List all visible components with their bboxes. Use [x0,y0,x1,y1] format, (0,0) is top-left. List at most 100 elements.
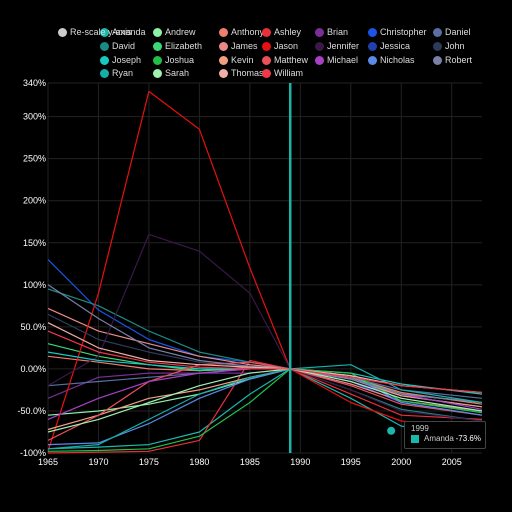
legend-item-amanda[interactable]: Amanda [100,26,146,38]
legend-item-robert[interactable]: Robert [433,54,472,66]
series-line-jason [47,90,483,452]
legend-dot-icon [219,68,228,78]
legend-dot-icon [219,55,228,65]
y-tick-label: 150% [23,238,46,248]
legend-item-kevin[interactable]: Kevin [219,54,254,66]
legend-label: Jessica [380,41,411,51]
legend-item-andrew[interactable]: Andrew [153,26,196,38]
legend-item-jennifer[interactable]: Jennifer [315,40,359,52]
y-tick-label: -50.0% [17,406,46,416]
series-line-thomas [47,322,483,394]
legend: Amanda David Joseph Ryan Andrew Elizabeth Josh… [0,0,512,80]
y-tick-label: 340% [23,78,46,88]
legend-label: James [231,41,258,51]
x-tick-label: 1975 [139,457,159,467]
legend-dot-icon [433,55,442,65]
series-line-matthew [47,361,483,441]
tooltip-series-name: Amanda [424,434,454,443]
legend-dot-icon [315,27,324,37]
legend-label: Daniel [445,27,471,37]
legend-item-thomas[interactable]: Thomas [219,67,264,79]
legend-item-brian[interactable]: Brian [315,26,348,38]
legend-label: Joshua [165,55,195,65]
legend-dot-icon [100,55,109,65]
legend-dot-icon [262,68,271,78]
legend-item-christopher[interactable]: Christopher [368,26,427,38]
legend-label: Robert [445,55,473,65]
legend-dot-icon [262,41,271,51]
legend-item-anthony[interactable]: Anthony [219,26,264,38]
legend-label: Brian [327,27,349,37]
y-tick-label: 100% [23,280,46,290]
legend-dot-icon [153,41,162,51]
legend-item-joshua[interactable]: Joshua [153,54,194,66]
legend-dot-icon [100,41,109,51]
tooltip: 1999 Amanda -73.6% [404,421,486,449]
legend-item-ryan[interactable]: Ryan [100,67,133,79]
legend-dot-icon [153,68,162,78]
rescale-label: Re-scale y-axis [70,27,132,37]
rescale-y-axis-button[interactable]: Re-scale y-axis [58,26,132,38]
legend-item-jessica[interactable]: Jessica [368,40,410,52]
legend-label: Amanda [112,27,146,37]
legend-dot-icon [315,55,324,65]
legend-item-matthew[interactable]: Matthew [262,54,308,66]
legend-label: Andrew [165,27,196,37]
legend-item-daniel[interactable]: Daniel [433,26,471,38]
legend-item-ashley[interactable]: Ashley [262,26,301,38]
legend-item-nicholas[interactable]: Nicholas [368,54,415,66]
legend-label: Sarah [165,68,190,78]
legend-label: Ryan [112,68,134,78]
legend-label: John [445,41,465,51]
x-tick-label: 2005 [442,457,462,467]
legend-label: Anthony [231,27,265,37]
series-line-ryan [47,364,483,450]
legend-dot-icon [262,55,271,65]
tooltip-swatch [411,435,419,443]
legend-dot-icon [262,27,271,37]
legend-dot-icon [100,68,109,78]
legend-label: Michael [327,55,359,65]
legend-dot-icon [219,27,228,37]
y-tick-label: 0.00% [20,364,46,374]
series-line-jennifer [47,233,483,422]
legend-dot-icon [368,41,377,51]
legend-dot-icon [368,27,377,37]
legend-dot-icon [153,55,162,65]
legend-item-john[interactable]: John [433,40,465,52]
legend-item-michael[interactable]: Michael [315,54,358,66]
x-tick-label: 2000 [391,457,411,467]
y-tick-label: 250% [23,154,46,164]
legend-label: Ashley [274,27,302,37]
legend-label: Thomas [231,68,264,78]
y-tick-label: 300% [23,112,46,122]
legend-item-james[interactable]: James [219,40,258,52]
y-tick-label: 200% [23,196,46,206]
x-tick-label: 1980 [189,457,209,467]
x-tick-label: 1965 [38,457,58,467]
x-tick-label: 1985 [240,457,260,467]
series-line-amanda [47,368,483,450]
legend-item-elizabeth[interactable]: Elizabeth [153,40,202,52]
series-line-william [47,330,483,394]
tooltip-point [387,426,396,435]
legend-item-william[interactable]: William [262,67,303,79]
legend-dot-icon [100,27,109,37]
legend-label: Matthew [274,55,309,65]
series-line-joshua [47,368,483,452]
legend-dot-icon [153,27,162,37]
legend-item-david[interactable]: David [100,40,135,52]
legend-dot-icon [219,41,228,51]
series-line-james [47,307,483,412]
legend-dot-icon [368,55,377,65]
series-line-sarah [47,368,483,433]
legend-label: Kevin [231,55,254,65]
legend-label: Christopher [380,27,427,37]
tooltip-year: 1999 [411,424,429,433]
legend-item-jason[interactable]: Jason [262,40,298,52]
series-line-ashley [47,359,483,454]
legend-item-joseph[interactable]: Joseph [100,54,141,66]
x-tick-label: 1970 [88,457,108,467]
legend-item-sarah[interactable]: Sarah [153,67,189,79]
legend-dot-icon [315,41,324,51]
